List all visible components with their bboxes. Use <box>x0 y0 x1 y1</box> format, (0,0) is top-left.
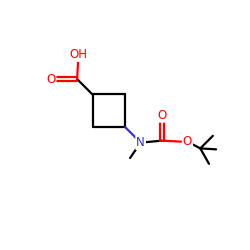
Text: OH: OH <box>70 48 87 61</box>
Text: N: N <box>136 136 145 149</box>
Text: O: O <box>46 72 55 86</box>
Text: O: O <box>183 134 192 147</box>
Text: O: O <box>157 109 166 122</box>
